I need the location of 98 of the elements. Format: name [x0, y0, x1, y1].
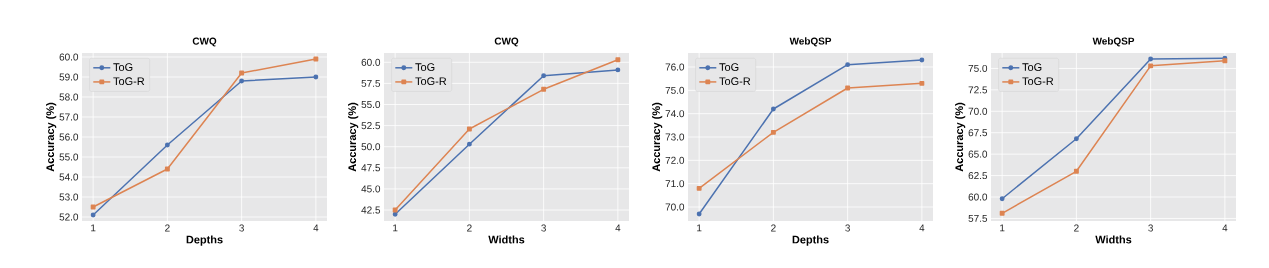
point — [90, 212, 96, 218]
legend-label: ToG — [415, 63, 435, 71]
point — [845, 62, 851, 68]
point — [919, 57, 925, 63]
point — [615, 57, 621, 63]
y-tick-label: 70.0 — [665, 203, 685, 211]
x-tick-label: 4 — [1222, 224, 1228, 232]
y-tick-label: 57.0 — [59, 113, 79, 121]
y-tick-label: 72.5 — [968, 86, 988, 94]
y-tick-label: 71.0 — [665, 180, 685, 188]
point — [1073, 136, 1079, 142]
legend-label: ToG-R — [1022, 77, 1054, 86]
point — [541, 73, 547, 79]
point — [164, 142, 170, 148]
point — [919, 80, 925, 86]
x-tick-label: 1 — [697, 224, 702, 232]
point — [392, 211, 398, 217]
x-tick-label: 1 — [393, 224, 398, 232]
y-tick-label: 60.0 — [59, 53, 79, 61]
point — [1148, 56, 1154, 62]
point — [999, 210, 1005, 216]
y-tick-label: 54.0 — [59, 173, 79, 181]
x-tick-label: 2 — [467, 224, 472, 232]
point — [845, 85, 851, 91]
x-tick-label: 3 — [845, 224, 850, 232]
point — [313, 56, 319, 62]
y-axis-title: Accuracy (%) — [955, 102, 966, 172]
y-tick-label: 45.0 — [361, 185, 381, 193]
x-tick-label: 2 — [165, 224, 170, 232]
y-tick-label: 67.5 — [968, 129, 988, 137]
y-tick-label: 76.0 — [665, 63, 685, 71]
x-axis-title: Depths — [186, 235, 223, 246]
point — [164, 166, 170, 172]
x-tick-label: 1 — [91, 224, 96, 232]
point — [466, 126, 472, 132]
y-tick-label: 50.0 — [361, 143, 381, 151]
y-tick-label: 72.0 — [665, 156, 685, 164]
point — [466, 141, 472, 147]
chart-title: CWQ — [192, 37, 217, 47]
point — [239, 70, 245, 76]
legend-label: ToG-R — [719, 77, 751, 86]
y-tick-label: 53.0 — [59, 193, 79, 201]
y-tick-label: 59.0 — [59, 73, 79, 81]
y-tick-label: 52.5 — [361, 122, 381, 130]
x-axis-title: Widths — [1095, 235, 1132, 244]
y-tick-label: 70.0 — [968, 107, 988, 115]
y-tick-label: 52.0 — [59, 213, 79, 221]
chart-title: WebQSP — [789, 37, 832, 47]
point — [541, 86, 547, 92]
point — [999, 196, 1005, 202]
y-tick-label: 75.0 — [665, 86, 685, 94]
legend-label: ToG-R — [415, 77, 447, 86]
point — [239, 78, 245, 84]
y-tick-label: 56.0 — [59, 133, 79, 141]
point — [770, 106, 776, 112]
x-tick-label: 2 — [771, 224, 776, 232]
legend-label: ToG — [1022, 63, 1042, 71]
x-tick-label: 4 — [615, 224, 621, 232]
y-tick-label: 74.0 — [665, 110, 685, 118]
x-tick-label: 3 — [239, 224, 244, 232]
y-axis-title: Accuracy (%) — [46, 102, 57, 172]
point — [1073, 168, 1079, 174]
point — [313, 74, 319, 80]
point — [696, 185, 702, 191]
y-tick-label: 62.5 — [968, 172, 988, 180]
y-axis-title: Accuracy (%) — [348, 102, 359, 172]
point — [696, 211, 702, 217]
y-axis-title: Accuracy (%) — [652, 102, 663, 172]
y-tick-label: 47.5 — [361, 164, 381, 172]
legend-label: ToG-R — [113, 77, 145, 86]
y-tick-label: 65.0 — [968, 150, 988, 158]
x-tick-label: 4 — [919, 224, 925, 232]
point — [392, 207, 398, 213]
y-tick-label: 57.5 — [361, 79, 381, 87]
x-tick-label: 3 — [1148, 224, 1153, 232]
y-tick-label: 42.5 — [361, 206, 381, 214]
y-tick-label: 60.0 — [968, 193, 988, 201]
point — [770, 129, 776, 135]
y-tick-label: 55.0 — [59, 153, 79, 161]
y-tick-label: 58.0 — [59, 93, 79, 101]
legend-label: ToG — [113, 63, 133, 71]
point — [90, 204, 96, 210]
point — [615, 67, 621, 73]
point — [1148, 63, 1154, 69]
y-tick-label: 60.0 — [361, 58, 381, 66]
x-tick-label: 4 — [313, 224, 319, 232]
y-tick-label: 55.0 — [361, 100, 381, 109]
chart-title: WebQSP — [1092, 37, 1135, 47]
legend-label: ToG — [719, 63, 739, 71]
y-tick-label: 73.0 — [665, 133, 685, 141]
x-tick-label: 1 — [1000, 224, 1005, 232]
x-tick-label: 2 — [1074, 224, 1079, 232]
y-tick-label: 75.0 — [968, 64, 988, 72]
x-tick-label: 3 — [541, 224, 546, 232]
chart-title: CWQ — [494, 37, 519, 47]
y-tick-label: 57.5 — [968, 214, 988, 222]
x-axis-title: Widths — [488, 235, 525, 244]
x-axis-title: Depths — [792, 235, 829, 246]
